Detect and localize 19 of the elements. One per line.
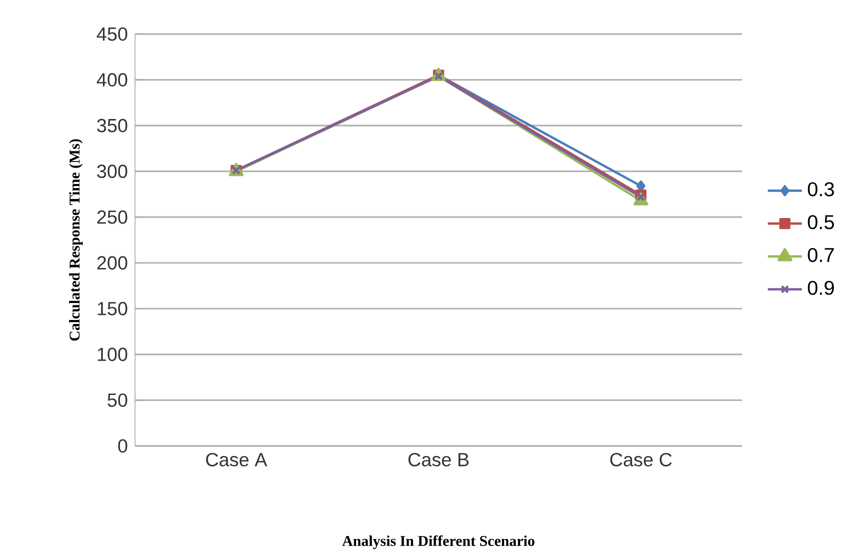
y-tick-label: 250 <box>97 210 128 224</box>
y-tick-label: 0 <box>118 439 128 453</box>
y-tick-label: 50 <box>108 393 128 407</box>
x-tick-label: Case C <box>610 452 672 466</box>
legend-label: 0.9 <box>808 280 834 295</box>
y-tick-label: 400 <box>96 73 128 87</box>
x-tick-label: Case B <box>408 452 469 466</box>
legend-label: 0.3 <box>808 182 834 196</box>
y-tick-label: 100 <box>98 348 128 362</box>
y-tick-label: 350 <box>97 118 128 132</box>
y-axis-title: Calculated Response Time (Ms) <box>69 139 83 341</box>
legend-label: 0.5 <box>808 215 834 230</box>
y-tick-label: 200 <box>97 256 128 270</box>
x-axis-title: Analysis In Different Scenario <box>342 535 534 550</box>
legend-label: 0.7 <box>808 248 834 262</box>
y-tick-label: 450 <box>96 27 128 41</box>
y-tick-label: 150 <box>98 302 128 316</box>
y-tick-label: 300 <box>97 164 128 178</box>
x-tick-label: Case A <box>206 452 268 466</box>
